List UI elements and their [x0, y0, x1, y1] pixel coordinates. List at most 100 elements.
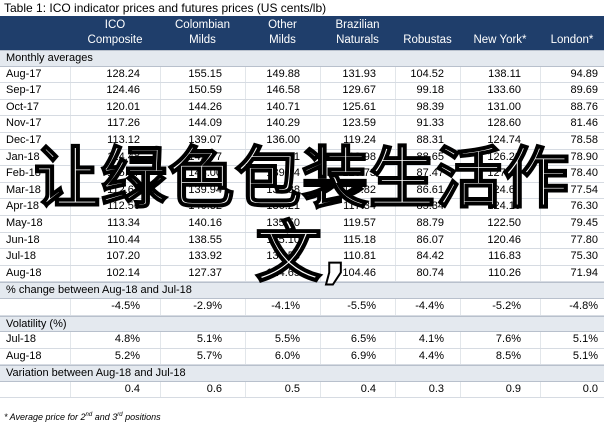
cell: 116.82 [320, 182, 395, 199]
column-header-line: Naturals [336, 34, 379, 46]
cell: 6.9% [320, 348, 395, 365]
cell: 6.0% [245, 348, 320, 365]
cell: 88.76 [540, 99, 604, 116]
row-label: Jul-18 [6, 250, 36, 263]
cell: 81.46 [540, 116, 604, 132]
cell: 76.30 [540, 199, 604, 215]
cell: 5.5% [245, 332, 320, 348]
row-label: May-18 [6, 216, 43, 229]
cell: 75.30 [540, 249, 604, 265]
row-label [0, 299, 70, 315]
cell: 78.40 [540, 166, 604, 182]
column-header-line: Brazilian [335, 19, 380, 31]
cell: 84.42 [395, 249, 460, 265]
cell: 127.37 [160, 265, 245, 282]
header-corner [0, 16, 70, 50]
cell: 135.50 [245, 215, 320, 232]
cell: 86.61 [395, 182, 460, 199]
cell: 119.98 [320, 149, 395, 166]
cell: 4.8% [70, 332, 160, 348]
table-row: Jul-18 107.20 133.92 130.56 110.81 84.42 116.8… [0, 249, 604, 266]
footnote-sup: rd [117, 412, 123, 418]
cell: 124.65 [245, 265, 320, 282]
row-label: Dec-17 [6, 133, 42, 146]
section-label: Monthly averages [0, 50, 604, 67]
cell: 116.83 [460, 249, 540, 265]
row-label: Oct-17 [6, 100, 40, 113]
column-header-line: ICO [104, 19, 126, 31]
cell: 124.68 [460, 182, 540, 199]
cell: 136.21 [245, 199, 320, 215]
row-label: Aug-18 [6, 349, 42, 362]
section-label: Volatility (%) [0, 315, 604, 333]
table-row: Jul-18 4.8% 5.1% 5.5% 6.5% 4.1% 7.6% 5.1% [0, 332, 604, 349]
cell: 117.26 [70, 116, 160, 132]
column-header: London* [540, 16, 604, 50]
footnote-text: positions [122, 412, 161, 422]
cell: 0.6 [160, 381, 245, 398]
cell: 110.26 [460, 265, 540, 282]
cell: 89.69 [540, 83, 604, 99]
cell: 130.56 [245, 249, 320, 265]
cell: 112.56 [70, 199, 160, 215]
column-header: Colombian Milds [160, 16, 245, 50]
cell: 129.67 [320, 83, 395, 99]
cell: 88.79 [395, 215, 460, 232]
row-label: Apr-18 [6, 200, 40, 213]
table-row: Apr-18 112.56 140.32 136.21 117.34 85.34 124.1… [0, 199, 604, 216]
column-header: New York* [460, 16, 540, 50]
cell: 94.89 [540, 66, 604, 83]
cell: 140.16 [160, 215, 245, 232]
cell: 128.60 [460, 116, 540, 132]
cell: 5.1% [540, 332, 604, 348]
cell: 5.1% [540, 348, 604, 365]
cell: 139.07 [160, 132, 245, 149]
cell: 86.07 [395, 232, 460, 249]
table-row: Aug-17 128.24 155.15 149.88 131.93 104.52 138.… [0, 66, 604, 84]
cell: 0.4 [320, 381, 395, 398]
row-label: Jul-18 [6, 333, 36, 346]
section-label: % change between Aug-18 and Jul-18 [0, 282, 604, 299]
cell: 124.74 [460, 132, 540, 149]
cell: 77.54 [540, 182, 604, 199]
cell: 124.19 [460, 199, 540, 215]
cell: 119.24 [320, 132, 395, 149]
cell: 98.39 [395, 99, 460, 116]
cell: 138.81 [245, 149, 320, 166]
cell: 149.88 [245, 66, 320, 83]
cell: 87.47 [395, 166, 460, 182]
cell: 124.46 [70, 83, 160, 99]
cell: 150.59 [160, 83, 245, 99]
cell: 71.94 [540, 265, 604, 282]
column-header-line: London* [550, 34, 594, 46]
cell: 110.44 [70, 232, 160, 249]
cell: 6.5% [320, 332, 395, 348]
table-row: Dec-17 113.12 139.07 136.00 119.24 88.31 124.7… [0, 132, 604, 150]
cell: 136.38 [245, 182, 320, 199]
cell: 104.52 [395, 66, 460, 83]
footnote-text: and 3 [92, 412, 118, 422]
cell: -4.1% [245, 298, 320, 315]
column-header: Other Milds [245, 16, 320, 50]
column-header-line: Composite [87, 34, 143, 46]
cell: 140.29 [245, 116, 320, 132]
cell: -5.5% [320, 298, 395, 315]
cell: 91.33 [395, 116, 460, 132]
cell: 133.60 [460, 83, 540, 99]
cell: 122.50 [460, 215, 540, 232]
cell: 119.57 [320, 215, 395, 232]
cell: 80.74 [395, 265, 460, 282]
cell: 146.58 [245, 83, 320, 99]
cell: 99.18 [395, 83, 460, 99]
cell: -4.5% [70, 298, 160, 315]
cell: 126.22 [460, 149, 540, 166]
cell: 4.4% [395, 348, 460, 365]
cell: 138.11 [460, 66, 540, 83]
row-label: Jan-18 [6, 150, 40, 163]
cell: 78.58 [540, 132, 604, 149]
column-header-line: Milds [269, 34, 296, 46]
cell: 139.54 [245, 166, 320, 182]
cell: 104.46 [320, 265, 395, 282]
cell: 136.00 [245, 132, 320, 149]
